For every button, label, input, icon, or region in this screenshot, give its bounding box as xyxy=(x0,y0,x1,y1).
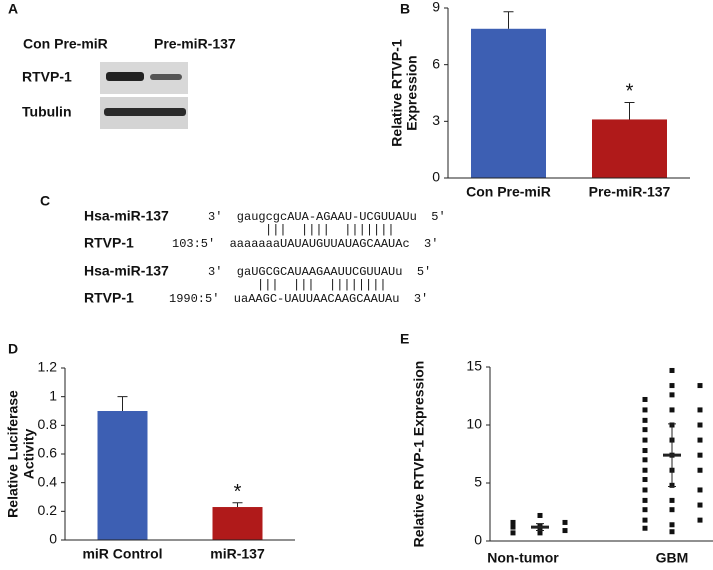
data-point xyxy=(642,437,648,443)
data-point xyxy=(537,512,543,518)
x-tick-label: Pre-miR-137 xyxy=(589,184,671,200)
panel-label: A xyxy=(8,1,18,17)
y-axis-label: Relative RTVP-1 Expression xyxy=(411,361,427,548)
error-bar xyxy=(624,101,635,120)
data-point xyxy=(697,383,703,389)
row-label: Tubulin xyxy=(22,104,72,120)
pairing: ||| |||| ||||||| xyxy=(265,223,395,237)
error-bar xyxy=(503,11,514,29)
data-point xyxy=(669,383,675,389)
data-point xyxy=(669,529,675,535)
lane-label: Con Pre-miR xyxy=(23,36,108,52)
target-sequence: 103:5' aaaaaaaUAUAUGUUAUAGCAAUAc 3' xyxy=(172,237,438,251)
data-point xyxy=(697,517,703,523)
panel-label: C xyxy=(40,193,50,209)
annotation: * xyxy=(234,481,242,503)
data-point xyxy=(642,507,648,513)
data-point xyxy=(642,457,648,463)
x-tick-label: miR-137 xyxy=(210,546,265,562)
data-point xyxy=(697,437,703,443)
y-tick-label: 0.8 xyxy=(38,416,58,432)
data-point xyxy=(642,396,648,402)
y-axis-label: Relative Luciferase xyxy=(5,390,21,518)
row-label: RTVP-1 xyxy=(22,69,72,85)
y-axis-label: Relative RTVP-1 xyxy=(389,39,405,147)
y-tick-label: 0.6 xyxy=(38,445,58,461)
x-tick-label: GBM xyxy=(656,550,689,566)
bar xyxy=(97,411,148,540)
y-tick-label: 1 xyxy=(49,387,57,403)
data-point xyxy=(697,487,703,493)
y-tick-label: 0 xyxy=(474,532,482,548)
error-bar xyxy=(232,502,243,508)
data-point xyxy=(697,502,703,508)
data-point xyxy=(669,407,675,413)
y-tick-label: 0.4 xyxy=(38,473,58,489)
x-tick-label: miR Control xyxy=(82,546,162,562)
data-point xyxy=(642,517,648,523)
data-point xyxy=(642,467,648,473)
data-point xyxy=(642,407,648,413)
bar xyxy=(471,28,546,179)
target-sequence: 1990:5' uaAAGC-UAUUAACAAGCAAUAu 3' xyxy=(169,292,428,306)
data-point xyxy=(669,522,675,528)
data-point xyxy=(642,525,648,531)
pairing: ||| ||| |||||||| xyxy=(257,278,387,292)
error-bar xyxy=(117,396,128,411)
target-label: RTVP-1 xyxy=(84,290,134,306)
data-point xyxy=(669,392,675,398)
data-point xyxy=(697,467,703,473)
annotation: * xyxy=(626,81,634,103)
data-point xyxy=(510,519,516,525)
data-point xyxy=(537,530,543,536)
data-point xyxy=(669,367,675,373)
target-label: RTVP-1 xyxy=(84,235,134,251)
mir-label: Hsa-miR-137 xyxy=(84,263,169,279)
panel-label: E xyxy=(400,331,409,347)
data-point xyxy=(562,519,568,525)
mir-sequence: 3' gaugcgcAUA-AGAAU-UCGUUAUu 5' xyxy=(208,210,446,224)
y-tick-label: 0.2 xyxy=(38,502,58,518)
panel-label: D xyxy=(8,341,18,357)
data-point xyxy=(510,530,516,536)
y-tick-label: 1.2 xyxy=(38,359,58,375)
bar xyxy=(212,507,263,540)
data-point xyxy=(642,448,648,454)
data-point xyxy=(642,427,648,433)
data-point xyxy=(697,452,703,458)
data-point xyxy=(510,524,516,530)
x-tick-label: Con Pre-miR xyxy=(466,184,551,200)
y-tick-label: 3 xyxy=(432,112,440,128)
mir-label: Hsa-miR-137 xyxy=(84,208,169,224)
data-point xyxy=(642,417,648,423)
data-point xyxy=(697,422,703,428)
y-tick-label: 15 xyxy=(466,358,482,374)
mir-sequence: 3' gaUGCGCAUAAGAAUUCGUUAUu 5' xyxy=(208,265,431,279)
y-axis-label: Expression xyxy=(404,55,420,130)
bar xyxy=(592,119,667,178)
lane-label: Pre-miR-137 xyxy=(154,36,236,52)
y-tick-label: 0 xyxy=(432,169,440,185)
data-point xyxy=(669,497,675,503)
y-tick-label: 10 xyxy=(466,416,482,432)
y-tick-label: 6 xyxy=(432,55,440,71)
panel-label: B xyxy=(400,1,410,17)
blot-image xyxy=(100,62,188,129)
data-point xyxy=(642,497,648,503)
y-tick-label: 5 xyxy=(474,474,482,490)
data-point xyxy=(642,477,648,483)
y-tick-label: 9 xyxy=(432,0,440,15)
y-tick-label: 0 xyxy=(49,531,57,547)
x-tick-label: Non-tumor xyxy=(487,550,559,566)
data-point xyxy=(669,507,675,513)
data-point xyxy=(642,487,648,493)
y-axis-label: Activity xyxy=(21,429,37,480)
data-point xyxy=(562,528,568,534)
data-point xyxy=(697,407,703,413)
